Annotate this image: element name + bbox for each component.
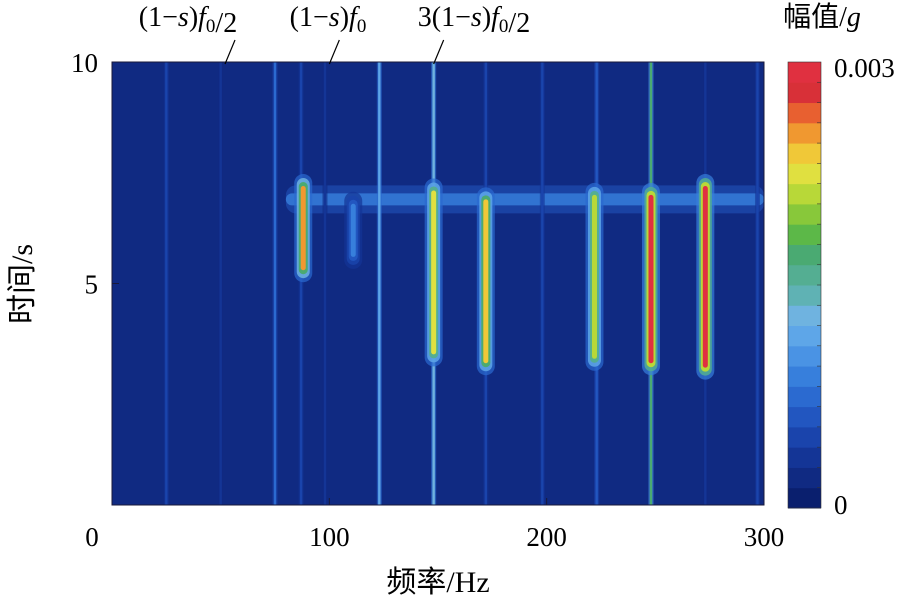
harmonic-line-2 bbox=[273, 62, 277, 505]
streak-0-layer-3 bbox=[300, 186, 306, 271]
harmonic-line-8 bbox=[541, 62, 544, 505]
streak-4-layer-3 bbox=[591, 194, 597, 359]
colorbar-step-4 bbox=[788, 406, 821, 428]
heatmap-plot-area bbox=[111, 61, 765, 506]
harmonic-line-1 bbox=[219, 62, 222, 505]
colorbar-min-label: 0 bbox=[834, 490, 848, 520]
colorbar-step-9 bbox=[788, 305, 821, 327]
harmonic-line-4 bbox=[323, 62, 327, 505]
colorbar-step-21 bbox=[788, 62, 821, 83]
annotation-leader-threehalf bbox=[433, 39, 445, 65]
colorbar-step-0 bbox=[788, 487, 821, 509]
colorbar-step-17 bbox=[788, 143, 821, 164]
streak-2-layer-3 bbox=[431, 190, 437, 355]
colorbar-step-20 bbox=[788, 82, 821, 104]
streak-6-layer-3 bbox=[702, 186, 708, 368]
x-tick-label-3: 300 bbox=[744, 522, 785, 552]
colorbar-steps bbox=[788, 62, 821, 509]
y-tick-label-0: 5 bbox=[85, 270, 99, 300]
annotation-half: (1−s)f0/2 bbox=[139, 2, 237, 39]
colorbar-step-1 bbox=[788, 467, 821, 489]
colorbar-step-13 bbox=[788, 224, 821, 245]
colorbar-step-7 bbox=[788, 345, 821, 367]
colorbar-title: 幅值/g bbox=[783, 1, 861, 33]
annotation-full: (1−s)f0 bbox=[290, 2, 367, 37]
y-axis-label: 时间/s bbox=[6, 244, 39, 324]
colorbar-step-6 bbox=[788, 366, 821, 387]
x-tick-label-0: 0 bbox=[85, 522, 99, 552]
colorbar-step-14 bbox=[788, 203, 821, 225]
colorbar-step-12 bbox=[788, 244, 821, 266]
heatmap-marks bbox=[163, 62, 764, 505]
colorbar-title-var: g bbox=[847, 2, 861, 33]
colorbar-step-15 bbox=[788, 183, 821, 205]
colorbar-step-2 bbox=[788, 447, 821, 468]
colorbar-step-18 bbox=[788, 122, 821, 144]
colorbar-step-3 bbox=[788, 426, 821, 448]
x-axis-label: 频率/Hz bbox=[386, 566, 489, 599]
x-axis-ticks: 0 100 200 300 bbox=[85, 498, 784, 552]
annotation-leader-full bbox=[328, 39, 340, 65]
harmonic-line-3 bbox=[299, 62, 303, 505]
colorbar-step-19 bbox=[788, 102, 821, 124]
colorbar-title-text: 幅值/ bbox=[783, 1, 847, 33]
colorbar: 0.003 0 幅值/g bbox=[783, 1, 895, 520]
colorbar-step-10 bbox=[788, 285, 821, 306]
colorbar-ticks bbox=[817, 81, 821, 489]
y-tick-label-1: 10 bbox=[71, 48, 98, 78]
x-tick-label-1: 100 bbox=[309, 522, 350, 552]
colorbar-step-16 bbox=[788, 163, 821, 185]
colorbar-step-11 bbox=[788, 264, 821, 286]
streak-3-layer-3 bbox=[483, 199, 489, 364]
colorbar-step-8 bbox=[788, 325, 821, 347]
annotation-threehalf: 3(1−s)f0/2 bbox=[418, 2, 530, 39]
streak-5-layer-3 bbox=[648, 194, 654, 364]
harmonic-line-5 bbox=[378, 62, 381, 505]
annotation-leader-half bbox=[224, 39, 236, 65]
y-axis-ticks: 5 10 bbox=[71, 48, 119, 300]
harmonic-line-12 bbox=[756, 62, 759, 505]
colorbar-step-5 bbox=[788, 386, 821, 408]
harmonic-annotations: (1−s)f0/2 (1−s)f0 3(1−s)f0/2 bbox=[139, 2, 530, 65]
x-tick-label-2: 200 bbox=[526, 522, 567, 552]
colorbar-max-label: 0.003 bbox=[834, 53, 895, 83]
streak-1-layer-3 bbox=[350, 203, 356, 257]
harmonic-line-0 bbox=[165, 62, 168, 505]
